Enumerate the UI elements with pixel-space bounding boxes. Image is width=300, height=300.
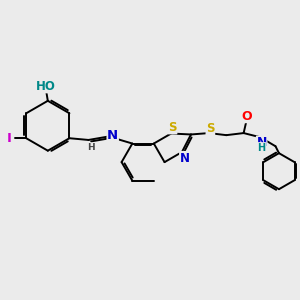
Text: H: H [258, 142, 266, 153]
Text: S: S [168, 121, 177, 134]
Text: HO: HO [36, 80, 56, 93]
Text: N: N [256, 136, 267, 149]
Text: N: N [180, 152, 190, 164]
Text: H: H [87, 143, 95, 152]
Text: N: N [107, 129, 118, 142]
Text: S: S [206, 122, 214, 135]
Text: I: I [7, 132, 12, 145]
Text: O: O [241, 110, 252, 123]
